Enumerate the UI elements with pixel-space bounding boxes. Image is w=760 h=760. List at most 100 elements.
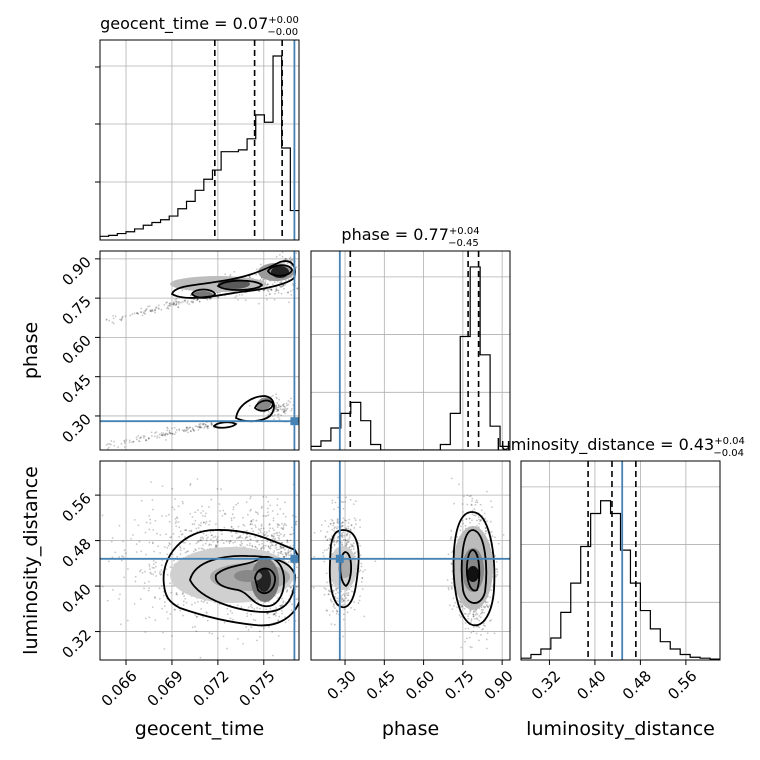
sample-point — [249, 495, 252, 498]
sample-point — [206, 425, 209, 428]
sample-point — [287, 561, 290, 563]
sample-point — [215, 538, 218, 541]
sample-point — [143, 312, 145, 315]
sample-point — [204, 423, 207, 426]
panel-area — [100, 251, 299, 450]
sample-point — [162, 631, 164, 634]
sample-point — [237, 637, 239, 640]
sample-point — [273, 418, 275, 421]
sample-point — [242, 523, 245, 526]
sample-point — [478, 626, 481, 629]
sample-point — [337, 520, 339, 523]
sample-point — [471, 500, 473, 502]
sample-point — [171, 427, 173, 430]
sample-point — [177, 306, 180, 309]
sample-point — [110, 540, 113, 543]
sample-point — [325, 594, 327, 596]
sample-point — [272, 535, 275, 537]
sample-point — [210, 543, 213, 546]
sample-point — [325, 588, 327, 591]
sample-point — [265, 515, 268, 517]
sample-point — [181, 500, 184, 503]
title-phase: phase = 0.77+0.04 −0.45 — [341, 225, 479, 249]
sample-point — [342, 599, 345, 602]
sample-point — [287, 619, 290, 622]
sample-point — [468, 517, 471, 520]
sample-point — [154, 561, 157, 564]
sample-point — [144, 312, 147, 315]
sample-point — [347, 599, 350, 602]
sample-point — [204, 522, 207, 525]
sample-point — [352, 503, 355, 506]
sample-point — [343, 608, 346, 611]
sample-point — [179, 549, 182, 552]
sample-point — [341, 604, 344, 607]
sample-point — [202, 532, 205, 535]
sample-point — [352, 545, 355, 548]
sample-point — [342, 618, 345, 621]
sample-point — [332, 589, 335, 592]
sample-point — [267, 290, 270, 293]
sample-point — [272, 551, 275, 554]
sample-point — [482, 628, 485, 630]
sample-point — [158, 436, 161, 439]
sample-point — [244, 537, 247, 540]
sample-point — [237, 536, 240, 539]
sample-point — [484, 532, 487, 535]
sample-point — [148, 587, 150, 590]
sample-point — [301, 593, 303, 595]
title-value: 0.07 — [233, 14, 269, 33]
sample-point — [301, 567, 303, 569]
sample-point — [472, 626, 475, 628]
sample-point — [345, 543, 348, 546]
sample-point — [290, 590, 293, 592]
sample-point — [301, 583, 303, 585]
panel-frame — [99, 250, 300, 451]
sample-point — [276, 413, 279, 416]
sample-point — [178, 429, 181, 432]
sample-point — [450, 536, 453, 539]
contour-line — [253, 399, 274, 412]
sample-point — [157, 307, 160, 310]
sample-point — [245, 626, 248, 628]
sample-point — [272, 613, 275, 616]
sample-point — [144, 309, 147, 312]
sample-point — [262, 515, 265, 517]
sample-point — [235, 537, 238, 540]
sample-point — [137, 312, 140, 315]
sample-point — [334, 588, 337, 591]
sample-point — [460, 604, 463, 607]
sample-point — [281, 408, 283, 411]
sample-point — [108, 442, 111, 445]
sample-point — [284, 283, 287, 286]
sample-point — [165, 533, 168, 536]
sample-point — [208, 632, 211, 634]
sample-point — [346, 539, 349, 542]
sample-point — [344, 539, 347, 542]
sample-point — [131, 441, 133, 444]
sample-point — [271, 654, 274, 657]
sample-point — [232, 508, 235, 511]
sample-point — [125, 439, 128, 441]
sample-point — [266, 534, 269, 537]
sample-point — [340, 599, 343, 601]
sample-point — [170, 591, 173, 594]
sample-point — [487, 605, 490, 608]
sample-point — [359, 526, 361, 529]
sample-point — [214, 545, 217, 548]
sample-point — [135, 312, 138, 314]
sample-point — [232, 527, 235, 530]
y-tick-label: 0.45 — [58, 371, 94, 407]
sample-point — [193, 429, 195, 432]
sample-point — [359, 554, 362, 557]
sample-point — [283, 501, 286, 504]
sample-point — [281, 610, 283, 612]
sample-point — [228, 542, 231, 544]
sample-point — [329, 522, 332, 525]
sample-point — [159, 534, 162, 536]
sample-point — [348, 538, 350, 540]
sample-point — [229, 540, 232, 542]
sample-point — [260, 507, 263, 509]
sample-point — [160, 308, 163, 311]
sample-point — [151, 542, 154, 545]
